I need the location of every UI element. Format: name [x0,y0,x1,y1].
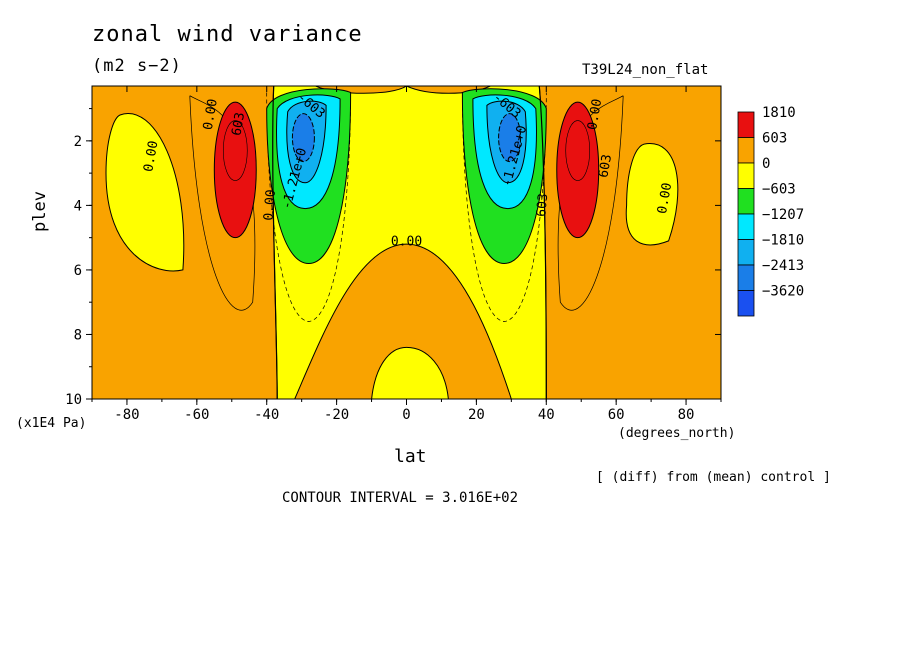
x-tick-label: 80 [678,407,695,423]
chart-title: zonal wind variance [92,22,363,47]
yellow-bottom-center [371,346,449,399]
legend-label: −3620 [762,284,804,300]
nh-blue-core [498,113,522,163]
legend-label: 603 [762,131,787,147]
x-axis-label: lat [394,446,427,467]
contour-line-nh [557,95,624,311]
contour-label: 0.00 [655,182,675,215]
legend-swatch [737,111,755,138]
orange-dome [294,243,512,399]
contour-label: 0.00 [261,189,279,222]
legend-swatch [737,188,755,215]
legend-swatch [737,162,755,189]
contour-label: 603 [596,153,615,179]
run-name: T39L24_non_flat [582,62,709,78]
y-tick-label: 8 [74,327,82,343]
x-tick-label: -60 [184,407,209,423]
legend-swatch [737,137,755,164]
legend-label: −1810 [762,233,804,249]
x-tick-label: 20 [468,407,485,423]
y-axis-units: (x1E4 Pa) [16,416,87,431]
contour-label: 0.00 [585,98,605,131]
x-tick-label: -80 [114,407,139,423]
x-tick-label: 40 [538,407,555,423]
legend-label: −2413 [762,258,804,274]
x-tick-label: 60 [608,407,625,423]
yellow-sh-outer [105,113,185,272]
sh-blue-core [291,113,315,163]
contour-label: 0.00 [201,98,221,131]
y-tick-label: 10 [65,392,82,408]
legend-swatch [737,290,755,317]
zero-line-nh [538,86,547,399]
red-inner-sh [222,120,248,181]
legend-label: −1207 [762,207,804,223]
legend-label: −603 [762,182,796,198]
red-inner-nh [565,120,591,181]
diff-note: [ (diff) from (mean) control ] [596,470,831,485]
x-tick-label: -40 [254,407,279,423]
y-tick-label: 2 [74,134,82,150]
x-tick-label: -20 [324,407,349,423]
y-tick-label: 4 [74,198,82,214]
yellow-nh-outer [625,143,679,246]
x-tick-label: 0 [402,407,410,423]
contour-line-sh [189,95,256,311]
contour-label: 603 [229,111,248,137]
contour-label: 0.00 [141,140,161,173]
y-tick-label: 6 [74,263,82,279]
contour-interval: CONTOUR INTERVAL = 3.016E+02 [282,490,519,506]
contour-label: 0.00 [391,235,422,250]
contour-label: 603 [534,193,551,218]
zero-line-sh [272,86,278,399]
legend-swatch [737,239,755,266]
dashed-envelope-nh [462,92,547,322]
chart-units: (m2 s−2) [92,56,182,76]
legend-label: 0 [762,156,770,172]
dashed-envelope-sh [266,92,351,322]
legend-label: 1810 [762,105,796,121]
legend-swatch [737,213,755,240]
x-axis-units: (degrees_north) [618,426,736,441]
legend-swatch [737,264,755,291]
